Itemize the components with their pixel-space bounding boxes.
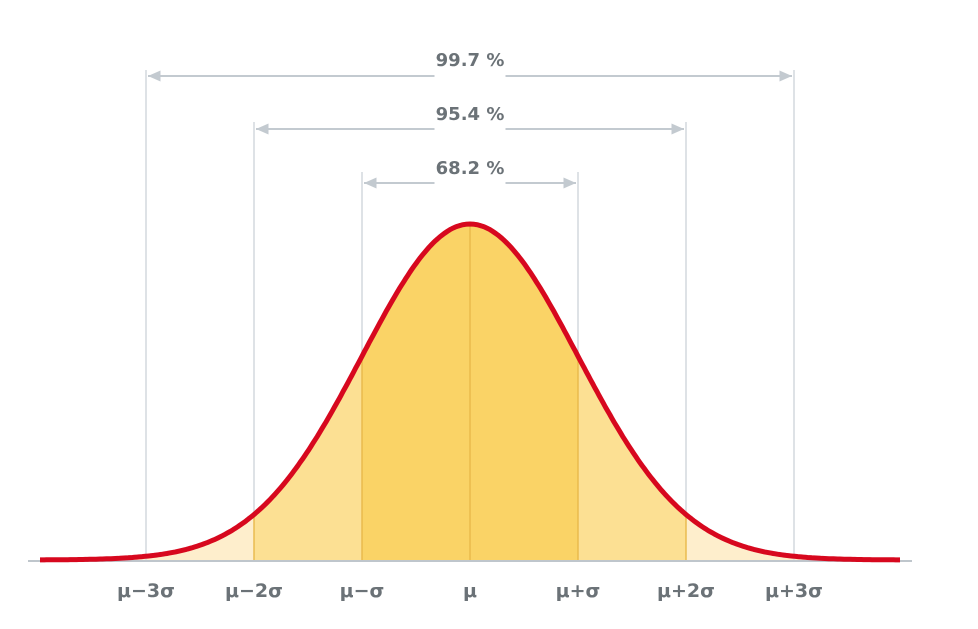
x-tick-labels: μ−3σ μ−2σ μ−σ μ μ+σ μ+2σ μ+3σ (117, 580, 823, 602)
band-area-1 (146, 514, 254, 560)
interval-label-2: 68.2 % (436, 158, 505, 179)
tick-label-3: μ (463, 580, 477, 602)
interval-label-halo-1 (434, 126, 506, 132)
interval-arrows: 99.7 % 95.4 % 68.2 % (148, 50, 792, 189)
interval-label-halo-0 (434, 73, 506, 79)
tick-label-2: μ−σ (340, 580, 385, 602)
interval-label-1: 95.4 % (436, 104, 505, 125)
interval-label-0: 99.7 % (436, 50, 505, 71)
interval-label-halo-2 (434, 180, 506, 186)
tick-label-4: μ+σ (556, 580, 601, 602)
band-area-5 (686, 514, 794, 560)
tick-label-5: μ+2σ (657, 580, 715, 602)
density-curve (39, 221, 901, 563)
sigma-guide-lines (145, 70, 795, 560)
tick-label-6: μ+3σ (765, 580, 823, 602)
tick-label-1: μ−2σ (225, 580, 283, 602)
density-curve-line (39, 221, 901, 563)
tick-label-0: μ−3σ (117, 580, 175, 602)
